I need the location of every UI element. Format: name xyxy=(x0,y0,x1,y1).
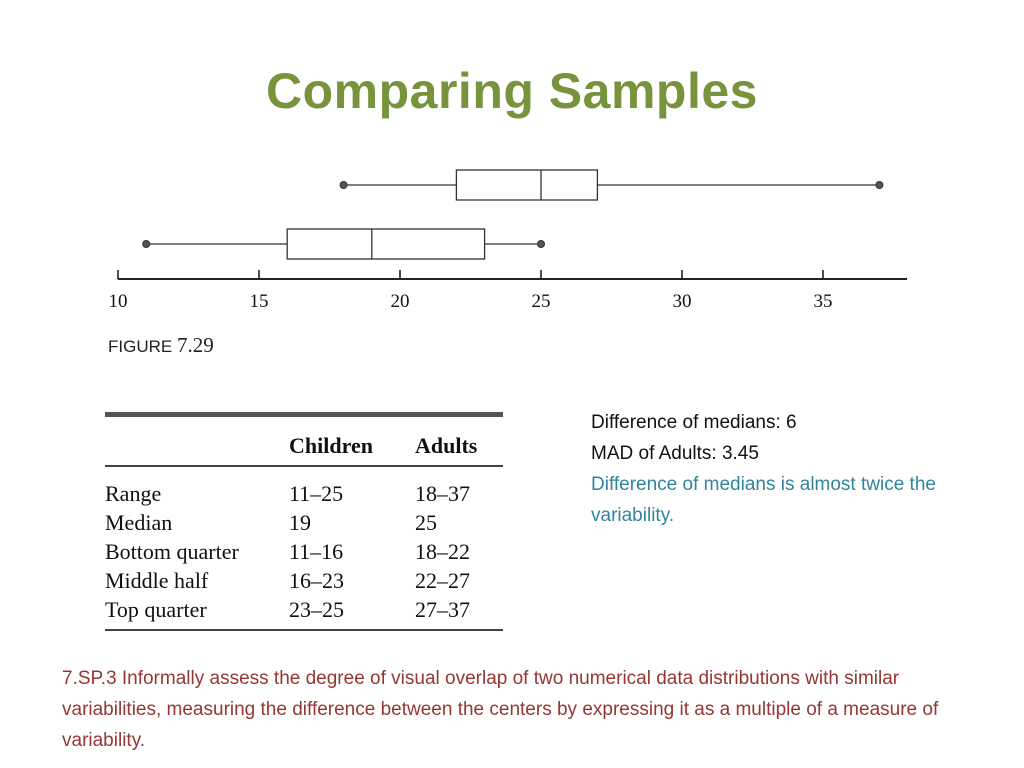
table-cell: 27–37 xyxy=(415,597,470,622)
table-cell: 16–23 xyxy=(289,568,344,593)
table-cell: 11–16 xyxy=(289,539,344,564)
table-cell: 23–25 xyxy=(289,597,344,622)
x-tick-label: 35 xyxy=(814,291,833,312)
figure-label-word: FIGURE xyxy=(108,337,173,356)
x-axis: 10 15 20 25 30 35 xyxy=(109,270,907,312)
table-cell: 18–37 xyxy=(415,481,470,506)
note-mad-of-adults: MAD of Adults: 3.45 xyxy=(591,443,759,464)
table-cell: Top quarter xyxy=(105,597,207,622)
figure-label: FIGURE 7.29 xyxy=(108,333,214,358)
box-plot-series-group xyxy=(142,169,884,260)
min-point xyxy=(142,240,151,248)
note-highlight: Difference of medians is almost twice th… xyxy=(591,474,936,526)
box-plot-1 xyxy=(339,169,884,201)
standard-text: 7.SP.3 Informally assess the degree of v… xyxy=(62,668,939,751)
box-iqr xyxy=(455,169,599,201)
table-header-blank xyxy=(105,415,289,467)
x-tick-label: 25 xyxy=(532,291,551,312)
x-tick-label: 10 xyxy=(109,291,128,312)
table-cell: Median xyxy=(105,510,173,535)
x-tick-label: 15 xyxy=(250,291,269,312)
max-point xyxy=(875,181,884,189)
table-cell: Range xyxy=(105,481,162,506)
table-row: Middle half 16–23 22–27 xyxy=(105,566,503,595)
slide-title: Comparing Samples xyxy=(266,63,758,119)
summary-table: Children Adults Range 11–25 18–37 Median… xyxy=(105,412,503,631)
table-cell: 18–22 xyxy=(415,539,470,564)
table-cell: Bottom quarter xyxy=(105,539,239,564)
table-cell: 11–25 xyxy=(289,481,344,506)
box-iqr xyxy=(286,228,486,260)
min-point xyxy=(339,181,348,189)
table-row: Range 11–25 18–37 xyxy=(105,466,503,508)
figure-label-number: 7.29 xyxy=(176,333,214,357)
max-point xyxy=(537,240,545,248)
note-difference-of-medians: Difference of medians: 6 xyxy=(591,412,797,433)
table-header-adults: Adults xyxy=(415,433,478,458)
table-row: Top quarter 23–25 27–37 xyxy=(105,595,503,630)
table-row: Bottom quarter 11–16 18–22 xyxy=(105,537,503,566)
table-cell: 22–27 xyxy=(415,568,470,593)
table-cell: 19 xyxy=(289,510,311,535)
box-plot-chart: 10 15 20 25 30 35 xyxy=(109,169,907,312)
table-header-children: Children xyxy=(289,433,373,458)
table-row: Median 19 25 xyxy=(105,508,503,537)
x-tick-label: 30 xyxy=(673,291,692,312)
table-cell: 25 xyxy=(415,510,437,535)
box-plot-2 xyxy=(142,228,545,260)
x-tick-label: 20 xyxy=(391,291,410,312)
notes-block: Difference of medians: 6 MAD of Adults: … xyxy=(591,407,991,531)
table-header-row: Children Adults xyxy=(105,414,503,467)
table-cell: Middle half xyxy=(105,568,209,593)
